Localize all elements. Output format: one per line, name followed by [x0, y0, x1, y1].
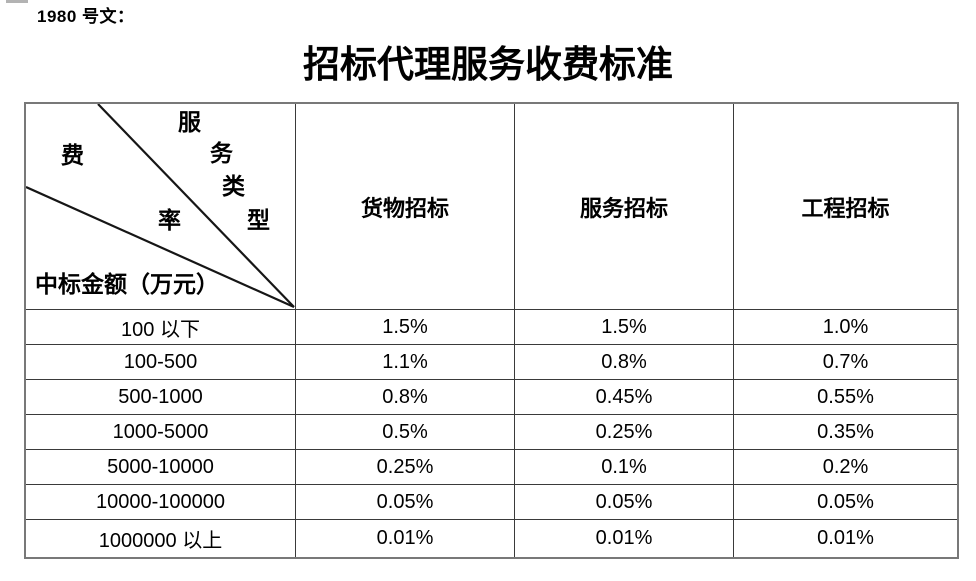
scan-artifact	[6, 0, 28, 3]
row-range-cell: 1000-5000	[26, 415, 296, 450]
rate-cell: 0.1%	[515, 450, 734, 485]
diagonal-lines-icon	[26, 104, 295, 309]
row-range-cell: 500-1000	[26, 380, 296, 415]
rate-cell: 0.7%	[734, 345, 957, 380]
rate-cell: 1.1%	[296, 345, 515, 380]
page-title: 招标代理服务收费标准	[303, 42, 673, 86]
row-range-cell: 100 以下	[26, 310, 296, 345]
rate-cell: 0.01%	[817, 527, 874, 549]
fee-table: 服 务 类 型 费 率 中标金额（万元） 货物招标 服务招标 工程招标 100 …	[24, 102, 959, 559]
corner-cell: 服 务 类 型 费 率 中标金额（万元）	[26, 104, 296, 310]
rate-cell: 0.05%	[296, 485, 515, 520]
column-header-services: 服务招标	[515, 104, 734, 310]
rate-cell: 0.01%	[296, 520, 515, 557]
rate-cell: 0.01%	[515, 520, 734, 557]
rate-cell: 0.45%	[515, 380, 734, 415]
row-range-cell: 100-500	[26, 345, 296, 380]
service-type-char: 型	[247, 207, 270, 234]
rate-cell: 0.2%	[734, 450, 957, 485]
rate-cell: 0.55%	[734, 380, 957, 415]
rate-cell: 1.0%	[734, 310, 957, 345]
rate-cell: 0.05%	[734, 485, 957, 520]
rate-cell: 1.5%	[515, 310, 734, 345]
rate-cell: 0.25%	[296, 450, 515, 485]
rate-cell: 1.5%	[296, 310, 515, 345]
rate-cell: 0.05%	[515, 485, 734, 520]
rate-cell: 0.8%	[296, 380, 515, 415]
doc-number-label: 1980 号文：	[37, 7, 135, 26]
rate-cell: 0.8%	[515, 345, 734, 380]
rate-cell: 0.25%	[515, 415, 734, 450]
column-header-works: 工程招标	[734, 104, 957, 310]
row-range-cell: 10000-100000	[26, 485, 296, 520]
row-range-cell: 5000-10000	[26, 450, 296, 485]
service-type-char: 服	[178, 109, 201, 136]
service-type-char: 类	[222, 173, 245, 200]
rate-cell: 0.5%	[296, 415, 515, 450]
fee-rate-char: 率	[158, 207, 181, 234]
column-header-goods: 货物招标	[296, 104, 515, 310]
row-range-cell: 1000000 以上	[26, 520, 296, 557]
service-type-char: 务	[210, 140, 233, 167]
fee-rate-char: 费	[61, 142, 84, 169]
amount-axis-label: 中标金额（万元）	[35, 271, 219, 298]
rate-cell: 0.35%	[734, 415, 957, 450]
